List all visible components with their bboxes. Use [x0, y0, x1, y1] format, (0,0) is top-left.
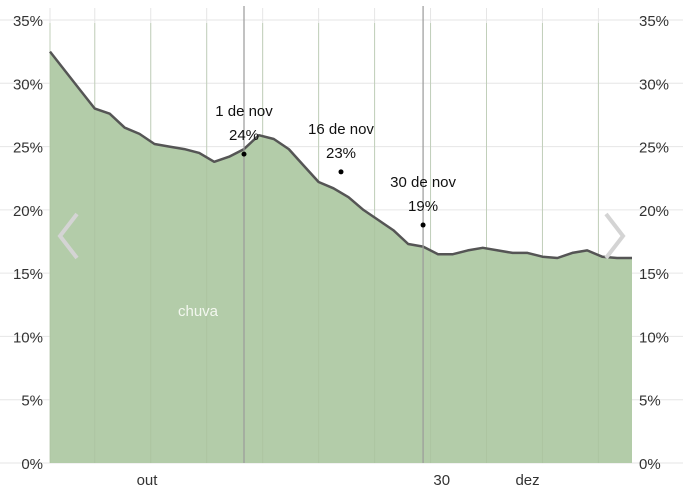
chevron-left-icon[interactable]	[57, 212, 79, 260]
annotation-point	[420, 222, 426, 228]
y-axis-left: 0% 5% 10% 15% 20% 25% 30% 35%	[13, 13, 43, 473]
y-tick-label: 0%	[21, 456, 43, 473]
annotation-date: 1 de nov	[215, 103, 273, 120]
annotation-point	[338, 169, 344, 175]
x-axis: out 30 dez	[137, 472, 540, 486]
y-tick-label: 10%	[639, 329, 669, 346]
y-tick-label: 20%	[639, 203, 669, 220]
y-tick-label: 35%	[13, 13, 43, 30]
next-button[interactable]	[604, 212, 626, 260]
y-tick-label: 15%	[13, 266, 43, 283]
annotation-point	[241, 151, 247, 157]
x-tick-label: out	[137, 472, 159, 486]
annotations: 1 de nov 24% 16 de nov 23% 30 de nov 19%	[215, 103, 457, 228]
annotation-value: 23%	[326, 145, 356, 162]
prev-button[interactable]	[57, 212, 79, 260]
x-tick-label: dez	[515, 472, 539, 486]
y-tick-label: 5%	[639, 393, 661, 410]
y-tick-label: 0%	[639, 456, 661, 473]
annotation-date: 30 de nov	[390, 174, 456, 191]
annotation-value: 24%	[229, 127, 259, 144]
area-layer	[49, 23, 632, 463]
y-tick-label: 5%	[21, 393, 43, 410]
y-tick-label: 30%	[639, 76, 669, 93]
series-line	[49, 50, 632, 260]
y-tick-label: 20%	[13, 203, 43, 220]
x-tick-label: 30	[433, 472, 450, 486]
y-tick-label: 15%	[639, 266, 669, 283]
y-axis-right: 0% 5% 10% 15% 20% 25% 30% 35%	[639, 13, 669, 473]
annotation-value: 19%	[408, 198, 438, 215]
chevron-right-icon[interactable]	[604, 212, 626, 260]
y-tick-label: 25%	[13, 140, 43, 157]
marker-lines	[243, 6, 424, 463]
y-tick-label: 25%	[639, 140, 669, 157]
y-tick-label: 10%	[13, 329, 43, 346]
annotation-date: 16 de nov	[308, 121, 374, 138]
y-tick-label: 30%	[13, 76, 43, 93]
series-label: chuva	[178, 303, 219, 320]
y-tick-label: 35%	[639, 13, 669, 30]
